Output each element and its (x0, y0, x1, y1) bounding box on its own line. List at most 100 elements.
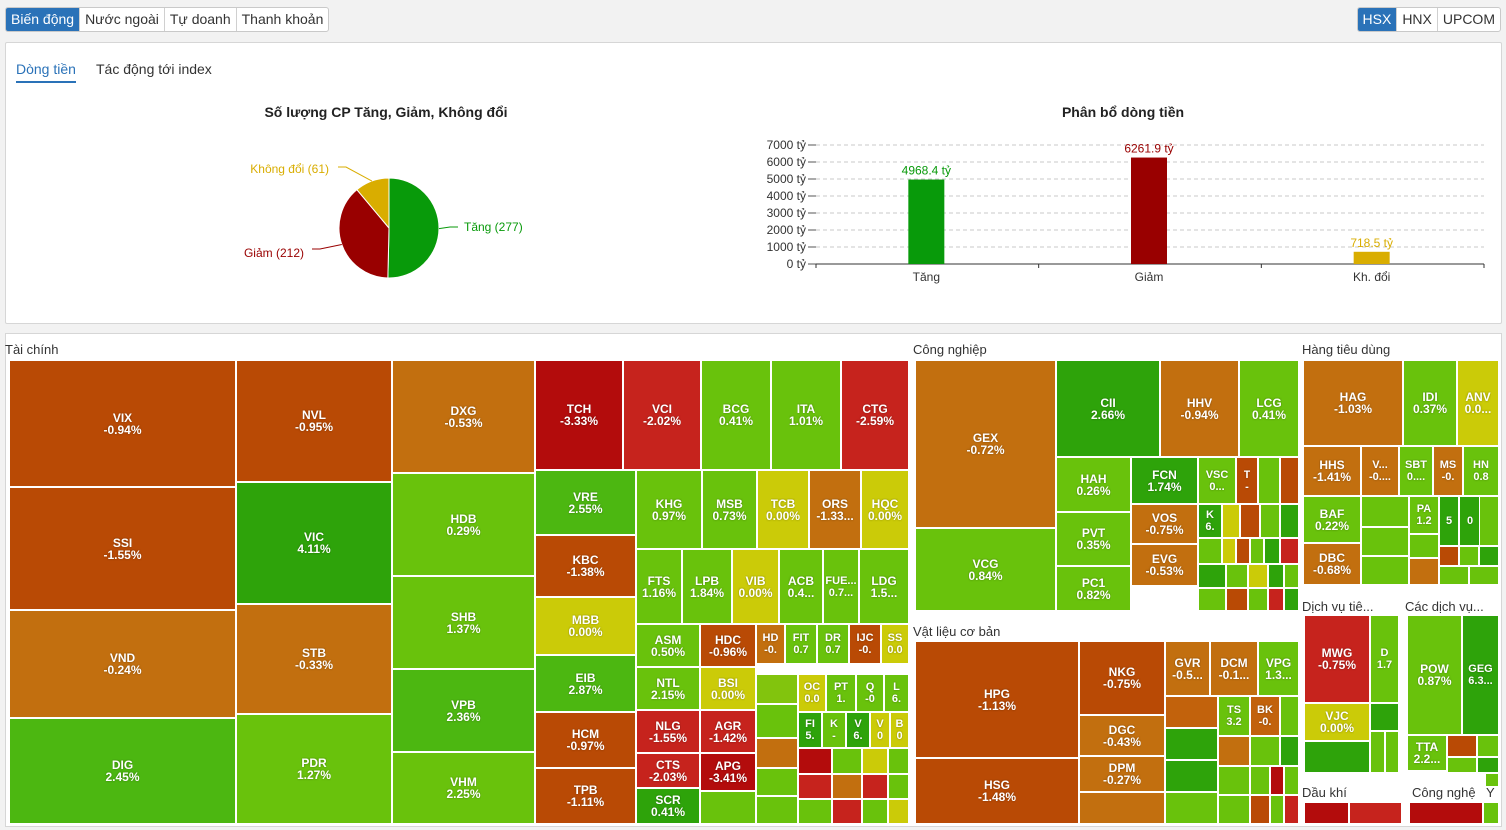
stock-tile[interactable]: ORS -1.33... (809, 470, 861, 549)
stock-tile[interactable]: SHB 1.37% (392, 576, 535, 669)
stock-tile[interactable]: VPB 2.36% (392, 669, 535, 752)
stock-tile[interactable]: HAG -1.03% (1303, 360, 1403, 446)
stock-tile-small[interactable] (1284, 564, 1299, 588)
tab-tac-dong-index[interactable]: Tác động tới index (96, 61, 212, 77)
stock-tile-small[interactable] (798, 748, 832, 774)
tab-dong-tien[interactable]: Dòng tiền (16, 61, 76, 83)
stock-tile-small[interactable] (1250, 538, 1264, 564)
tab-nuoc-ngoai[interactable]: Nước ngoài (80, 8, 165, 31)
stock-tile[interactable]: KHG 0.97% (636, 470, 702, 549)
stock-tile-small[interactable] (1447, 757, 1477, 773)
stock-tile-small[interactable] (1370, 731, 1385, 773)
stock-tile[interactable]: TPB -1.11% (535, 768, 636, 824)
tab-upcom[interactable]: UPCOM (1442, 11, 1495, 27)
stock-tile-small[interactable] (756, 704, 798, 738)
stock-tile[interactable]: KBC -1.38% (535, 535, 636, 597)
stock-tile[interactable]: HPG -1.13% (915, 641, 1079, 758)
stock-tile[interactable]: 0 (1459, 496, 1481, 546)
stock-tile-small[interactable] (1361, 496, 1409, 527)
stock-tile-small[interactable] (1304, 741, 1370, 773)
stock-tile[interactable]: PT 1. (826, 674, 856, 712)
stock-tile[interactable]: DXG -0.53% (392, 360, 535, 473)
stock-tile[interactable]: HHS -1.41% (1303, 446, 1361, 496)
stock-tile[interactable]: L 6. (884, 674, 909, 712)
stock-tile-small[interactable] (1165, 792, 1218, 824)
stock-tile-small[interactable] (1483, 802, 1499, 824)
stock-tile-small[interactable] (1349, 802, 1402, 824)
tab-hsx[interactable]: HSX (1357, 8, 1398, 31)
stock-tile[interactable]: HCM -0.97% (535, 712, 636, 768)
stock-tile[interactable]: CTS -2.03% (636, 753, 700, 788)
stock-tile[interactable]: VIC 4.11% (236, 482, 392, 604)
stock-tile[interactable]: VIB 0.00% (732, 549, 779, 624)
stock-tile-small[interactable] (832, 774, 862, 799)
stock-tile-small[interactable] (1469, 566, 1499, 585)
stock-tile-small[interactable] (1226, 564, 1248, 588)
stock-tile[interactable]: DR 0.7 (817, 624, 849, 664)
stock-tile-small[interactable] (756, 674, 798, 704)
stock-tile[interactable]: FCN 1.74% (1131, 457, 1198, 504)
stock-tile[interactable]: GVR -0.5... (1165, 641, 1210, 696)
stock-tile-small[interactable] (1479, 546, 1499, 566)
stock-tile[interactable]: EVG -0.53% (1131, 544, 1198, 586)
stock-tile-small[interactable] (1280, 457, 1299, 504)
stock-tile[interactable]: BSI 0.00% (700, 667, 756, 710)
stock-tile[interactable]: DPM -0.27% (1079, 756, 1165, 792)
tab-thanh-khoan[interactable]: Thanh khoản (241, 11, 324, 27)
stock-tile-small[interactable] (1280, 504, 1299, 538)
stock-tile[interactable]: DIG 2.45% (9, 718, 236, 824)
stock-tile[interactable]: GEG 6.3... (1462, 615, 1499, 735)
stock-tile[interactable]: TCB 0.00% (757, 470, 809, 549)
stock-tile-small[interactable] (798, 799, 832, 824)
stock-tile[interactable]: NKG -0.75% (1079, 641, 1165, 715)
stock-tile-small[interactable] (1222, 504, 1240, 538)
stock-tile[interactable]: HAH 0.26% (1056, 457, 1131, 512)
stock-tile-small[interactable] (1361, 527, 1409, 556)
stock-tile-small[interactable] (1248, 588, 1268, 611)
stock-tile[interactable]: VOS -0.75% (1131, 504, 1198, 544)
stock-tile[interactable]: SBT 0.... (1399, 446, 1433, 496)
stock-tile[interactable]: SSI -1.55% (9, 487, 236, 610)
stock-tile[interactable]: FTS 1.16% (636, 549, 682, 624)
stock-tile[interactable]: HDB 0.29% (392, 473, 535, 576)
stock-tile[interactable]: K 6. (1198, 504, 1222, 538)
stock-tile[interactable]: SCR 0.41% (636, 788, 700, 824)
stock-tile-small[interactable] (1284, 588, 1299, 611)
stock-tile[interactable]: IDI 0.37% (1403, 360, 1457, 446)
stock-tile-small[interactable] (1218, 766, 1250, 795)
stock-tile[interactable]: VND -0.24% (9, 610, 236, 718)
stock-tile[interactable]: DBC -0.68% (1303, 543, 1361, 585)
stock-tile-small[interactable] (1250, 766, 1270, 795)
stock-tile-small[interactable] (756, 796, 798, 824)
stock-tile-small[interactable] (1165, 760, 1218, 792)
stock-tile[interactable]: POW 0.87% (1407, 615, 1462, 735)
stock-tile-small[interactable] (1459, 546, 1479, 566)
stock-tile[interactable]: DGC -0.43% (1079, 715, 1165, 756)
stock-tile-small[interactable] (888, 774, 909, 799)
stock-tile-small[interactable] (1284, 766, 1299, 795)
stock-tile[interactable]: BAF 0.22% (1303, 496, 1361, 543)
stock-tile-small[interactable] (1264, 538, 1280, 564)
stock-tile-small[interactable] (888, 799, 909, 824)
stock-tile-small[interactable] (1485, 773, 1499, 787)
stock-tile-small[interactable] (1280, 736, 1299, 766)
stock-tile-small[interactable] (1250, 736, 1280, 766)
stock-tile-small[interactable] (1218, 736, 1250, 766)
stock-tile[interactable]: HDC -0.96% (700, 624, 756, 667)
stock-tile[interactable]: CII 2.66% (1056, 360, 1160, 457)
stock-tile[interactable]: NVL -0.95% (236, 360, 392, 482)
stock-tile[interactable]: STB -0.33% (236, 604, 392, 714)
stock-tile[interactable]: VRE 2.55% (535, 470, 636, 535)
stock-tile[interactable]: APG -3.41% (700, 753, 756, 791)
stock-tile-small[interactable] (1280, 696, 1299, 736)
stock-tile[interactable]: ACB 0.4... (779, 549, 823, 624)
stock-tile-small[interactable] (798, 774, 832, 799)
stock-tile-small[interactable] (1304, 802, 1349, 824)
stock-tile-small[interactable] (1258, 457, 1280, 504)
stock-tile-small[interactable] (1361, 556, 1409, 585)
stock-tile-small[interactable] (1270, 766, 1284, 795)
stock-tile[interactable]: VCI -2.02% (623, 360, 701, 470)
stock-tile-small[interactable] (1250, 795, 1270, 824)
stock-tile[interactable]: GEX -0.72% (915, 360, 1056, 528)
